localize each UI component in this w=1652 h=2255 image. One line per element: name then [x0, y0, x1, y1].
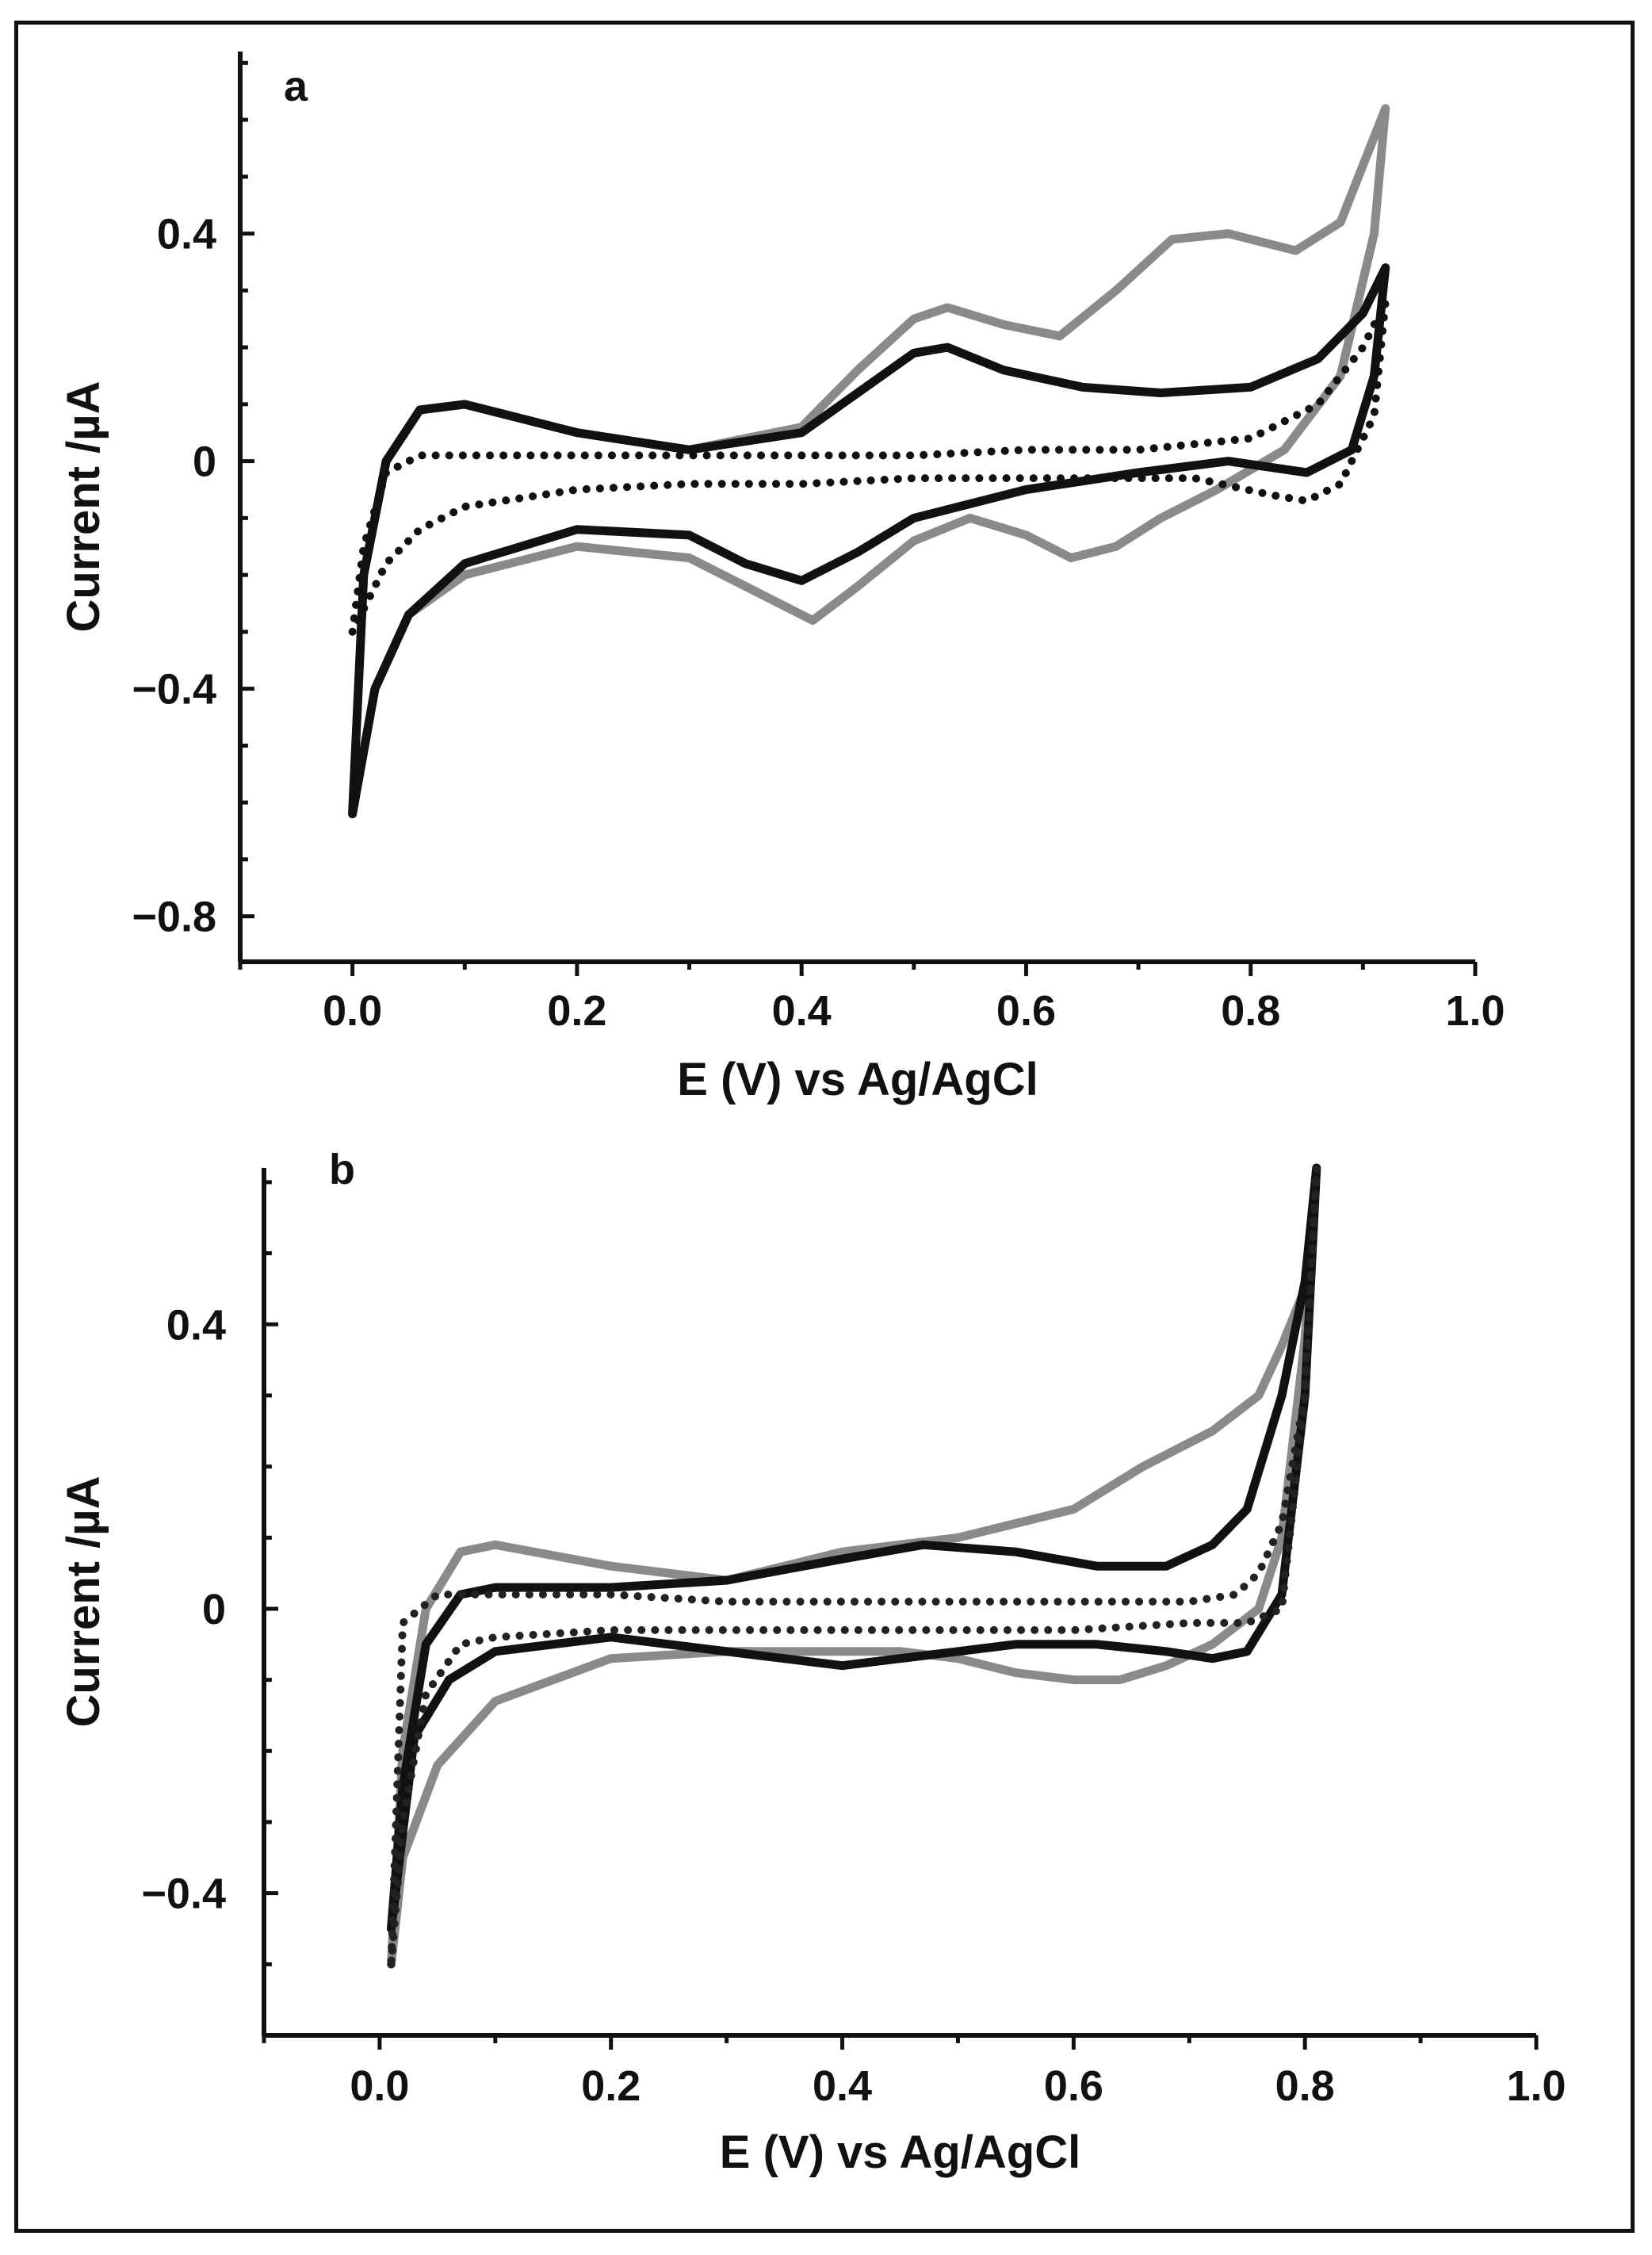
- y-axis-label: Current /µA: [58, 381, 109, 633]
- series-black-solid: [348, 263, 1390, 818]
- series-gray-solid: [387, 1163, 1321, 1969]
- x-tick-label: 0.2: [547, 987, 606, 1035]
- x-tick-label: 0.0: [350, 2062, 409, 2110]
- x-axis-label: E (V) vs Ag/AgCl: [720, 2127, 1080, 2178]
- y-tick-label: 0.4: [166, 1301, 226, 1349]
- figure-canvas: a 0.0 0.2 0.4 0.6 0.8 1.0 −0.8 −0.4 0 0.4 E (V) vs…: [58, 52, 1566, 2178]
- y-tick-label: 0: [202, 1586, 226, 1633]
- panel-b-letter: b: [329, 1146, 355, 1193]
- x-tick-label: 1.0: [1445, 987, 1505, 1035]
- y-tick-label: −0.4: [132, 666, 216, 714]
- x-tick-label: 1.0: [1506, 2062, 1566, 2110]
- panel-b: b 0.0 0.2 0.4 0.6 0.8 1.0 −0.4 0 0.4 E (V) vs Ag/…: [58, 1146, 1566, 2178]
- panel-a-letter: a: [284, 63, 308, 110]
- series-black-dotted: [387, 1164, 1321, 1969]
- y-axis-label: Current /µA: [58, 1476, 109, 1728]
- x-tick-label: 0.2: [581, 2062, 641, 2110]
- y-tick-label: 0.4: [157, 211, 216, 258]
- series-black-dotted: [348, 297, 1390, 636]
- y-tick-label: −0.8: [132, 894, 216, 941]
- y-tick-label: 0: [193, 438, 216, 486]
- figure-frame: a 0.0 0.2 0.4 0.6 0.8 1.0 −0.8 −0.4 0 0.4 E (V) vs…: [14, 21, 1635, 2233]
- x-tick-label: 0.6: [996, 987, 1056, 1035]
- x-tick-label: 0.0: [323, 987, 382, 1035]
- x-tick-label: 0.4: [772, 987, 832, 1035]
- x-axis-label: E (V) vs Ag/AgCl: [677, 1054, 1038, 1105]
- y-tick-label: −0.4: [141, 1870, 226, 1918]
- x-tick-label: 0.4: [813, 2062, 872, 2110]
- x-tick-label: 0.8: [1221, 987, 1280, 1035]
- panel-a: a 0.0 0.2 0.4 0.6 0.8 1.0 −0.8 −0.4 0 0.4 E (V) vs…: [58, 52, 1505, 1105]
- x-tick-label: 0.6: [1044, 2062, 1103, 2110]
- x-tick-label: 0.8: [1275, 2062, 1335, 2110]
